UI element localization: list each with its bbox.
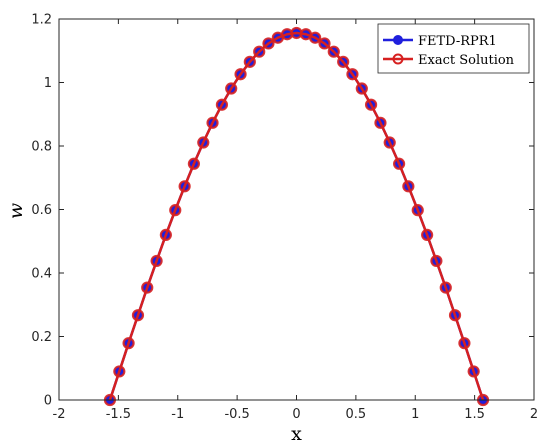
plot-area: [59, 19, 534, 400]
point-exact-solution: [364, 98, 378, 111]
series-line-exact-solution: [108, 31, 485, 401]
point-exact-solution: [402, 180, 415, 193]
point-exact-solution: [355, 82, 368, 95]
point-exact-solution: [327, 45, 340, 58]
point-exact-solution: [225, 82, 238, 95]
point-exact-solution: [262, 37, 275, 50]
point-exact-solution: [337, 55, 350, 68]
y-tick-label: 0.6: [31, 203, 52, 218]
legend-box: [377, 23, 530, 74]
point-exact-solution: [131, 309, 145, 322]
x-tick-label: 0.5: [346, 407, 367, 422]
point-exact-solution: [197, 136, 210, 149]
y-tick-label: 0.4: [31, 267, 52, 282]
y-tick-label: 0.8: [31, 140, 52, 155]
x-tick-label: 1: [411, 407, 419, 422]
legend-label-fetd: FETD-RPR1: [418, 34, 497, 49]
legend-marker-fetd: [393, 35, 403, 45]
x-tick-label: 2: [530, 407, 538, 422]
x-tick-label: 0: [292, 407, 300, 422]
x-tick-label: 1.5: [464, 407, 485, 422]
point-exact-solution: [448, 309, 462, 322]
point-exact-solution: [383, 136, 396, 149]
point-exact-solution: [253, 45, 266, 58]
point-exact-solution: [430, 254, 443, 268]
ticks-layer: -2 -1.5 -1 -0.5 0 0.5 1 1.5 2 0 0.2 0.4 0.6 0.8 1 1.2: [31, 13, 538, 423]
y-tick-label: 1: [44, 76, 52, 91]
y-tick-label: 0.2: [31, 330, 52, 345]
point-exact-solution: [318, 37, 331, 50]
point-exact-solution: [346, 68, 359, 81]
legend-marker-exact: [392, 53, 404, 65]
x-axis-label: x: [291, 423, 302, 445]
legend: FETD-RPR1 Exact Solution: [377, 23, 530, 74]
y-tick-label: 0: [44, 394, 52, 409]
point-exact-solution: [215, 98, 229, 111]
point-exact-solution: [411, 204, 424, 217]
point-exact-solution: [169, 204, 182, 217]
point-exact-solution: [113, 365, 126, 378]
y-tick-label: 1.2: [31, 13, 52, 28]
point-exact-solution: [150, 254, 163, 268]
y-axis-label: w: [5, 203, 27, 219]
point-exact-solution: [374, 116, 387, 129]
point-exact-solution: [243, 55, 256, 68]
point-exact-solution: [439, 281, 452, 294]
point-exact-solution: [178, 180, 191, 193]
series-layer: [103, 26, 490, 407]
x-tick-label: -2: [53, 407, 66, 422]
legend-label-exact: Exact Solution: [418, 53, 515, 68]
point-exact-solution: [187, 157, 200, 170]
point-exact-solution: [421, 228, 434, 241]
point-exact-solution: [458, 337, 471, 350]
point-exact-solution: [309, 31, 322, 44]
x-tick-label: -1: [171, 407, 184, 422]
point-exact-solution: [159, 228, 172, 241]
point-exact-solution: [393, 157, 406, 170]
point-exact-solution: [122, 337, 135, 350]
x-tick-label: -1.5: [106, 407, 131, 422]
point-exact-solution: [467, 365, 480, 378]
point-exact-solution: [206, 116, 219, 129]
point-exact-solution: [141, 281, 154, 294]
point-exact-solution: [234, 68, 247, 81]
x-tick-label: -0.5: [224, 407, 249, 422]
